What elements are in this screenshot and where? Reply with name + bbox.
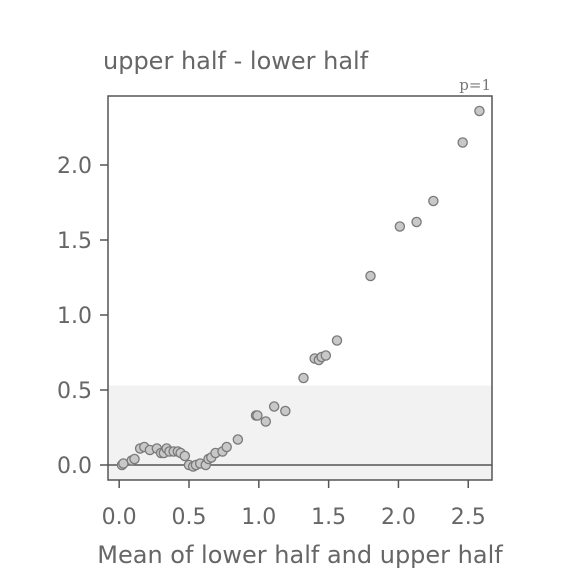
x-tick-label: 2.5 xyxy=(451,505,486,530)
y-tick-label: 2.0 xyxy=(57,154,92,179)
y-axis-ticks: 0.0 0.5 1.0 1.5 2.0 xyxy=(57,154,108,479)
plot-frame xyxy=(107,95,493,481)
data-point xyxy=(268,401,280,412)
data-points xyxy=(116,105,485,472)
data-point xyxy=(179,450,191,462)
data-point xyxy=(298,372,309,384)
data-point xyxy=(129,453,140,465)
data-point xyxy=(260,416,272,427)
shaded-band xyxy=(108,385,492,480)
data-point xyxy=(411,216,422,228)
data-point xyxy=(232,434,244,445)
x-tick-label: 1.0 xyxy=(241,505,276,530)
data-point xyxy=(280,405,291,417)
chart-title: upper half - lower half xyxy=(103,47,369,75)
x-tick-label: 1.5 xyxy=(311,505,346,530)
data-point xyxy=(365,270,376,282)
p-value-annotation: p=1 xyxy=(459,76,491,94)
x-axis-label: Mean of lower half and upper half xyxy=(97,541,503,569)
y-tick-label: 0.0 xyxy=(57,454,92,479)
data-point xyxy=(252,410,263,421)
x-tick-label: 0.0 xyxy=(102,505,137,530)
x-tick-label: 2.0 xyxy=(381,505,416,530)
data-point xyxy=(320,350,332,361)
y-tick-label: 0.5 xyxy=(57,379,92,404)
data-point xyxy=(394,221,406,232)
x-tick-label: 0.5 xyxy=(171,505,206,530)
data-point xyxy=(428,195,439,207)
data-point xyxy=(331,335,343,346)
y-tick-label: 1.5 xyxy=(57,229,92,254)
data-point xyxy=(221,441,232,453)
data-point xyxy=(457,137,468,148)
y-tick-label: 1.0 xyxy=(57,304,92,329)
x-axis-ticks: 0.0 0.5 1.0 1.5 2.0 2.5 xyxy=(102,480,486,530)
data-point xyxy=(474,105,485,117)
